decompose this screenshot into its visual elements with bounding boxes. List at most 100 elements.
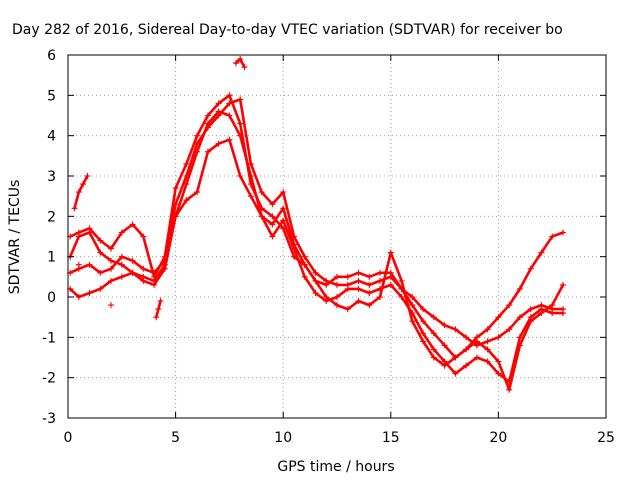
data-point (151, 269, 158, 276)
data-point (312, 277, 319, 284)
data-point (549, 302, 556, 309)
data-point (420, 330, 427, 337)
data-point (560, 281, 566, 288)
data-point (430, 354, 437, 361)
data-point (409, 302, 416, 309)
data-point (484, 338, 491, 345)
data-point (75, 261, 82, 268)
data-point (155, 306, 162, 313)
data-point (516, 285, 523, 292)
data-point (97, 269, 104, 276)
x-tick-label: 15 (382, 430, 400, 446)
data-point (538, 310, 545, 317)
data-point (151, 277, 158, 284)
data-point (118, 273, 125, 280)
data-point (527, 306, 534, 313)
data-point (129, 269, 136, 276)
data-point (398, 277, 405, 284)
data-point (516, 342, 523, 349)
data-point (334, 281, 340, 288)
data-point (301, 253, 308, 260)
data-point (549, 233, 556, 240)
series-8 (75, 261, 114, 309)
data-point (97, 237, 104, 244)
data-point (237, 132, 244, 139)
data-point (355, 269, 362, 276)
y-tick-labels: -3 -2 -1 0 1 2 3 4 5 6 (42, 48, 56, 427)
data-point (194, 148, 201, 155)
data-point (247, 173, 254, 179)
data-point (97, 249, 104, 256)
data-point (495, 370, 502, 377)
data-point (194, 189, 201, 196)
series-1-trace (68, 94, 565, 347)
data-point (377, 277, 383, 284)
data-point (183, 181, 190, 188)
data-point (108, 302, 114, 309)
y-tick-label: -3 (42, 411, 56, 427)
data-point (129, 257, 136, 264)
data-point (312, 269, 319, 276)
data-point (194, 132, 201, 139)
data-point (441, 322, 448, 329)
x-tick-label: 10 (274, 430, 292, 446)
data-point (334, 302, 340, 309)
data-point (215, 108, 222, 115)
data-point (344, 285, 351, 292)
data-point (420, 318, 427, 325)
data-point (355, 298, 362, 304)
data-point (452, 370, 459, 377)
data-point (215, 100, 222, 107)
data-point (215, 140, 222, 147)
y-tick-label: 0 (47, 290, 56, 306)
data-point (377, 269, 383, 276)
chart-title: Day 282 of 2016, Sidereal Day-to-day VTE… (12, 22, 563, 38)
data-point (355, 285, 362, 292)
data-point (204, 112, 211, 119)
data-point (75, 233, 82, 240)
data-point (172, 213, 179, 220)
series-4-trace (68, 110, 565, 392)
data-point (108, 277, 114, 284)
data-point (172, 201, 179, 208)
data-point (516, 314, 523, 321)
data-point (560, 229, 566, 236)
data-point (527, 318, 534, 325)
data-point (516, 334, 523, 341)
data-point (495, 358, 502, 365)
data-point (269, 213, 276, 220)
x-tick-label: 20 (489, 430, 507, 446)
data-point (473, 354, 480, 361)
data-point (441, 362, 448, 369)
data-point (86, 229, 93, 236)
data-point (549, 310, 556, 317)
y-tick-label: 4 (47, 129, 56, 145)
data-point (366, 273, 373, 280)
data-point (258, 213, 265, 220)
data-point (237, 173, 244, 179)
y-tick-label: 3 (47, 169, 56, 185)
data-point (420, 338, 427, 345)
data-point (75, 294, 82, 300)
data-point (140, 233, 147, 240)
data-point (291, 241, 297, 248)
data-point (409, 318, 416, 325)
data-point (108, 265, 114, 272)
series-5 (71, 173, 91, 212)
grid (68, 55, 606, 418)
data-point (560, 310, 566, 317)
data-point (183, 160, 190, 167)
data-point (538, 249, 545, 256)
data-point (108, 257, 114, 264)
series-2 (67, 96, 566, 361)
data-point (80, 181, 87, 188)
data-point (157, 298, 164, 304)
x-tick-label: 0 (64, 430, 73, 446)
data-point (118, 229, 125, 236)
y-tick-label: -1 (42, 330, 56, 346)
data-point (334, 294, 340, 300)
data-point (323, 294, 330, 300)
series-3 (67, 136, 566, 385)
data-point (355, 277, 362, 284)
data-point (269, 233, 276, 240)
